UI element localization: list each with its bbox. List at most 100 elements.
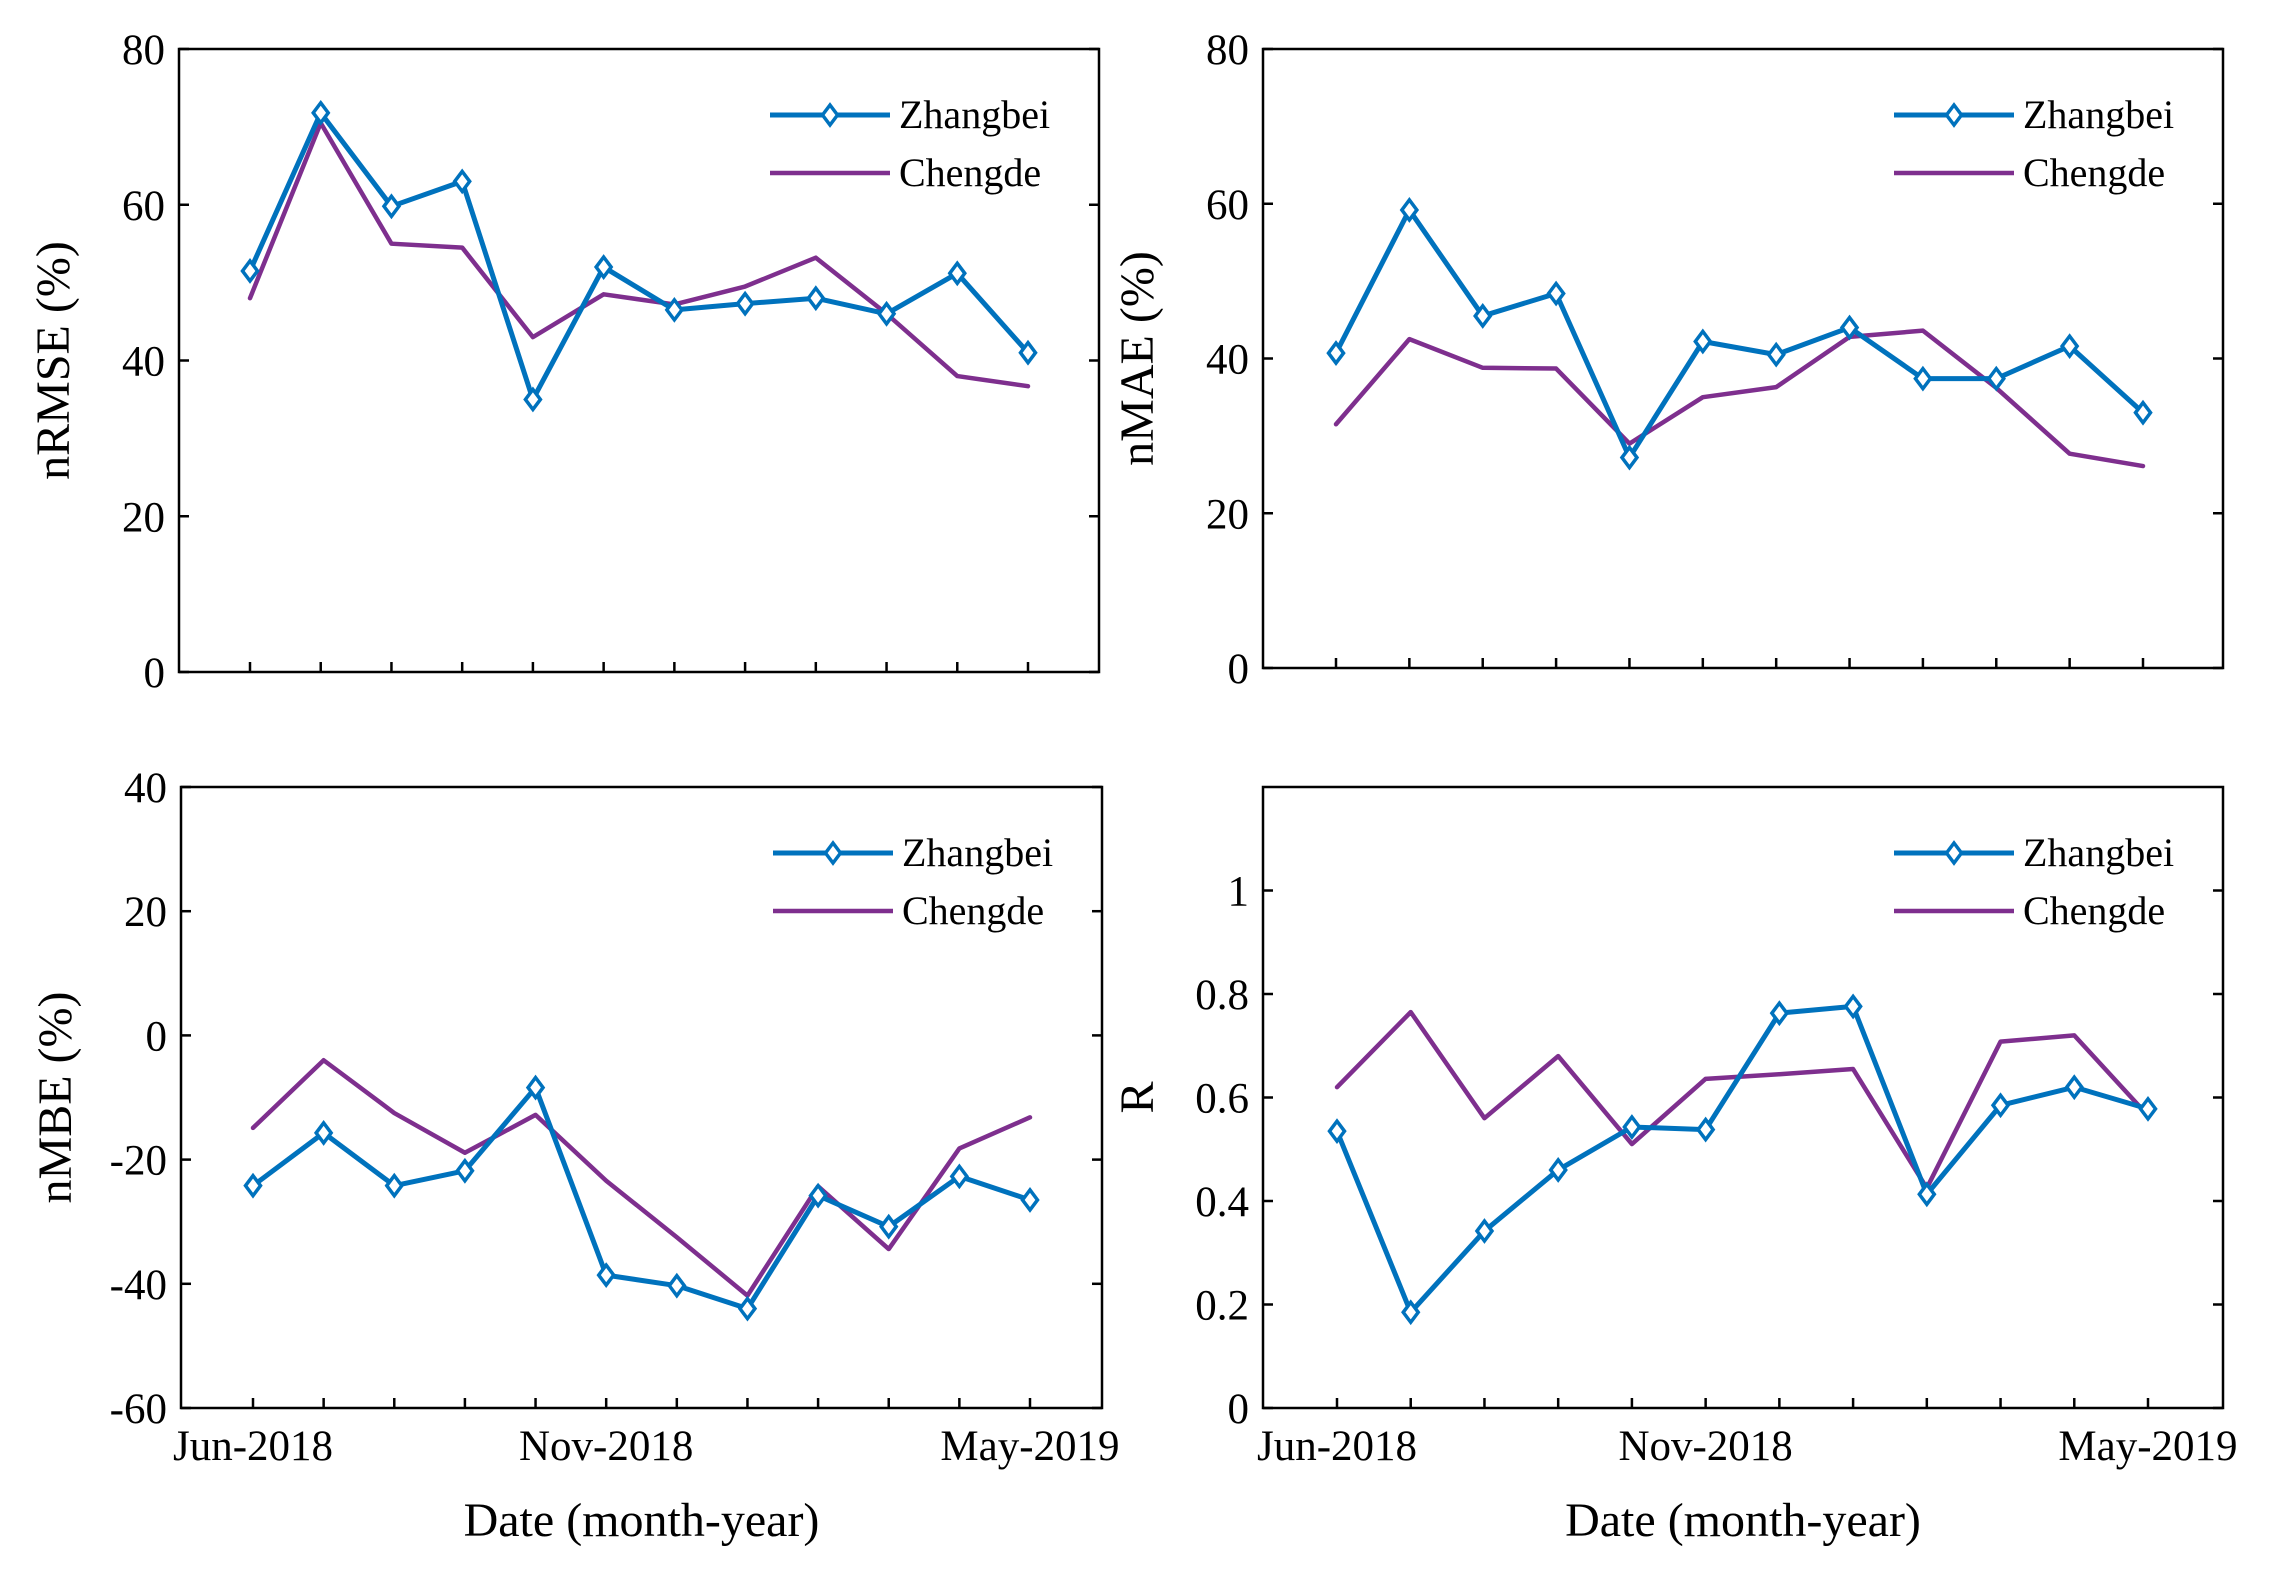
nmae-ylabel: nMAE (%): [1111, 251, 1164, 466]
nmbe-point-zhangbei: [879, 1213, 899, 1240]
nmae-ytick-label: 40: [1206, 337, 1249, 384]
r-point-zhangbei: [1917, 1181, 1937, 1208]
r-ylabel: R: [1111, 1081, 1164, 1113]
nmae-axes-box: [1261, 47, 2225, 670]
nrmse-ytick-label: 40: [122, 339, 165, 386]
r-line-zhangbei: [1334, 1003, 2151, 1315]
panel-r: 0 0.2 0.4 0.6 0.8 1 Jun-2018 Nov-2018 May-2019 R D…: [1111, 785, 2238, 1547]
nmbe-line-zhangbei: [250, 1085, 1033, 1312]
nmbe-ylabel: nMBE (%): [29, 992, 82, 1204]
r-point-zhangbei: [1474, 1218, 1495, 1244]
r-ytick-label: 0.2: [1195, 1283, 1249, 1330]
nmbe-legend-label-zhangbei: Zhangbei: [902, 830, 1053, 875]
nrmse-ylabel: nRMSE (%): [27, 241, 80, 480]
r-xtick-label: Nov-2018: [1618, 1423, 1792, 1470]
nmae-ytick-label: 20: [1206, 491, 1249, 538]
nmbe-point-zhangbei: [808, 1182, 828, 1209]
r-legend-label-zhangbei: Zhangbei: [2023, 830, 2174, 875]
nrmse-point-zhangbei: [381, 193, 402, 220]
nmbe-point-zhangbei: [949, 1163, 970, 1190]
nrmse-point-zhangbei: [523, 386, 543, 413]
nmae-point-zhangbei: [1619, 444, 1640, 471]
r-point-zhangbei: [1990, 1092, 2011, 1119]
nrmse-point-zhangbei: [240, 258, 260, 284]
nmbe-ytick-label: 0: [146, 1013, 168, 1060]
nmae-point-zhangbei: [1473, 303, 1493, 329]
nrmse-point-zhangbei: [806, 285, 826, 312]
nmae-point-zhangbei: [1766, 341, 1786, 368]
nmbe-point-zhangbei: [737, 1295, 758, 1322]
r-xlabel: Date (month-year): [1565, 1494, 1921, 1547]
nrmse-ytick-label: 0: [144, 650, 166, 697]
r-point-zhangbei: [1327, 1118, 1347, 1145]
nmae-point-zhangbei: [1986, 365, 2006, 392]
nrmse-point-zhangbei: [452, 168, 472, 195]
nrmse-point-zhangbei: [1018, 339, 1038, 366]
nrmse-point-zhangbei: [593, 254, 614, 280]
nmbe-point-zhangbei: [455, 1157, 475, 1184]
r-point-zhangbei: [1401, 1299, 1421, 1326]
r-xtick-label: May-2019: [2058, 1423, 2237, 1470]
nrmse-ytick-label: 80: [122, 27, 165, 74]
nmbe-point-zhangbei: [596, 1262, 616, 1289]
nmbe-xtick-label: Nov-2018: [519, 1423, 693, 1470]
r-legend-marker: [1944, 840, 1964, 866]
nrmse-legend-label-zhangbei: Zhangbei: [899, 92, 1050, 137]
nrmse-point-zhangbei: [947, 260, 967, 287]
nrmse-point-zhangbei: [664, 296, 685, 323]
nmbe-point-zhangbei: [384, 1172, 404, 1199]
nrmse-point-zhangbei: [311, 99, 331, 126]
nmae-legend-marker: [1944, 102, 1964, 128]
nmae-point-zhangbei: [1326, 340, 1346, 367]
r-ytick-label: 0.4: [1195, 1179, 1249, 1226]
r-ytick-label: 0.8: [1195, 972, 1249, 1019]
nmbe-line-chengde: [250, 1057, 1033, 1298]
r-ytick-label: 0.6: [1195, 1076, 1249, 1123]
r-point-zhangbei: [1843, 993, 1863, 1020]
panel-nrmse: 0 20 40 60 80 nRMSE (%) Zhangbei Chengde: [27, 27, 1101, 697]
nrmse-ytick-label: 20: [122, 494, 165, 541]
nrmse-point-zhangbei: [735, 290, 755, 317]
nmae-point-zhangbei: [1399, 197, 1420, 223]
nmae-point-zhangbei: [1546, 280, 1566, 307]
r-xtick-label: Jun-2018: [1257, 1423, 1417, 1470]
nrmse-legend-marker: [820, 102, 840, 128]
nrmse-legend-label-chengde: Chengde: [899, 150, 1041, 195]
nmae-point-zhangbei: [2133, 399, 2153, 426]
nmbe-ytick-label: -40: [110, 1262, 167, 1309]
nmae-ytick-label: 60: [1206, 182, 1249, 229]
nmae-point-zhangbei: [1839, 314, 1860, 341]
nmbe-ytick-label: -20: [110, 1138, 167, 1185]
nmbe-axes-box: [179, 785, 1104, 1410]
nmbe-ytick-label: 40: [124, 765, 167, 812]
nrmse-line-chengde: [247, 120, 1031, 389]
r-point-zhangbei: [2064, 1074, 2084, 1101]
r-point-zhangbei: [1695, 1116, 1716, 1143]
r-point-zhangbei: [1769, 1000, 1790, 1027]
nrmse-ytick-label: 60: [122, 183, 165, 230]
panel-nmbe: -60 -40 -20 0 20 40 Jun-2018 Nov-2018 May-2019 nM…: [29, 765, 1120, 1547]
nmbe-point-zhangbei: [243, 1172, 263, 1199]
r-ytick-label: 1: [1228, 869, 1250, 916]
nmae-legend-label-chengde: Chengde: [2023, 150, 2165, 195]
r-line-chengde: [1334, 1009, 2151, 1191]
nmbe-point-zhangbei: [1020, 1187, 1040, 1213]
nrmse-point-zhangbei: [876, 300, 897, 327]
nmae-point-zhangbei: [1693, 328, 1713, 355]
nmbe-point-zhangbei: [525, 1074, 546, 1101]
nmbe-point-zhangbei: [313, 1119, 334, 1146]
nmbe-ytick-label: -60: [110, 1386, 167, 1433]
nmae-legend-label-zhangbei: Zhangbei: [2023, 92, 2174, 137]
nmae-line-zhangbei: [1333, 207, 2146, 461]
nrmse-axes-box: [177, 47, 1101, 674]
r-point-zhangbei: [1622, 1114, 1642, 1140]
nmbe-legend-label-chengde: Chengde: [902, 888, 1044, 933]
panel-nmae: 0 20 40 60 80 nMAE (%) Zhangbei Chengde: [1111, 27, 2225, 693]
nrmse-line-zhangbei: [247, 110, 1031, 402]
nmae-point-zhangbei: [2059, 333, 2080, 360]
r-legend-label-chengde: Chengde: [2023, 888, 2165, 933]
nmbe-legend-marker: [823, 840, 843, 866]
nmbe-xtick-label: May-2019: [940, 1423, 1119, 1470]
nmae-point-zhangbei: [1913, 365, 1933, 392]
